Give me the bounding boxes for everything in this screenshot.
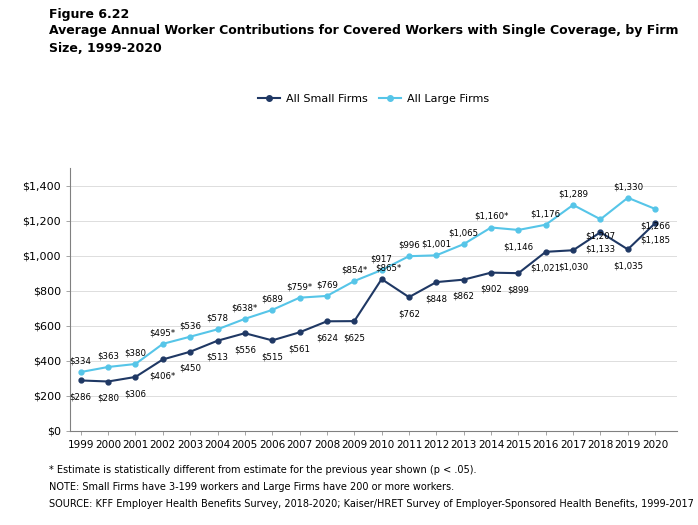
Text: $513: $513 [207, 353, 228, 362]
Text: $306: $306 [124, 389, 147, 398]
Text: $380: $380 [124, 349, 147, 358]
Text: $515: $515 [261, 353, 283, 362]
Text: $1,289: $1,289 [558, 190, 588, 198]
Text: SOURCE: KFF Employer Health Benefits Survey, 2018-2020; Kaiser/HRET Survey of Em: SOURCE: KFF Employer Health Benefits Sur… [49, 499, 694, 509]
Text: $625: $625 [343, 333, 365, 342]
Text: Average Annual Worker Contributions for Covered Workers with Single Coverage, by: Average Annual Worker Contributions for … [49, 24, 678, 37]
Text: $1,176: $1,176 [530, 209, 560, 218]
Text: $759*: $759* [286, 282, 313, 291]
Text: $578: $578 [207, 314, 228, 323]
Text: $334: $334 [70, 356, 91, 365]
Text: $902: $902 [480, 285, 502, 294]
Text: $996: $996 [398, 240, 420, 249]
Text: $1,021: $1,021 [530, 264, 560, 273]
Text: $1,266: $1,266 [640, 221, 670, 230]
Text: $406*: $406* [149, 372, 176, 381]
Text: $854*: $854* [341, 266, 367, 275]
Text: $899: $899 [507, 286, 529, 295]
Text: $556: $556 [234, 345, 256, 354]
Text: $1,035: $1,035 [613, 261, 643, 270]
Text: NOTE: Small Firms have 3-199 workers and Large Firms have 200 or more workers.: NOTE: Small Firms have 3-199 workers and… [49, 482, 454, 492]
Text: $495*: $495* [150, 328, 176, 337]
Text: * Estimate is statistically different from estimate for the previous year shown : * Estimate is statistically different fr… [49, 465, 476, 475]
Text: $638*: $638* [232, 303, 258, 312]
Text: $917: $917 [371, 255, 392, 264]
Text: $862: $862 [453, 292, 475, 301]
Text: $536: $536 [179, 321, 201, 330]
Text: $689: $689 [261, 295, 283, 303]
Text: $1,160*: $1,160* [474, 212, 508, 221]
Text: $1,030: $1,030 [558, 262, 588, 271]
Text: $865*: $865* [376, 264, 402, 272]
Text: $1,065: $1,065 [449, 228, 479, 237]
Text: $1,185: $1,185 [640, 235, 670, 244]
Legend: All Small Firms, All Large Firms: All Small Firms, All Large Firms [253, 90, 493, 109]
Text: $1,146: $1,146 [503, 242, 533, 251]
Text: $1,207: $1,207 [586, 232, 616, 240]
Text: $1,330: $1,330 [613, 182, 643, 191]
Text: $286: $286 [70, 393, 91, 402]
Text: $769: $769 [316, 280, 338, 289]
Text: Size, 1999-2020: Size, 1999-2020 [49, 42, 162, 55]
Text: $363: $363 [97, 351, 119, 360]
Text: $624: $624 [316, 333, 338, 342]
Text: Figure 6.22: Figure 6.22 [49, 8, 129, 21]
Text: $450: $450 [179, 364, 201, 373]
Text: $561: $561 [288, 344, 311, 353]
Text: $280: $280 [97, 394, 119, 403]
Text: $762: $762 [398, 309, 420, 318]
Text: $1,133: $1,133 [586, 245, 616, 254]
Text: $848: $848 [425, 295, 447, 303]
Text: $1,001: $1,001 [422, 240, 452, 249]
